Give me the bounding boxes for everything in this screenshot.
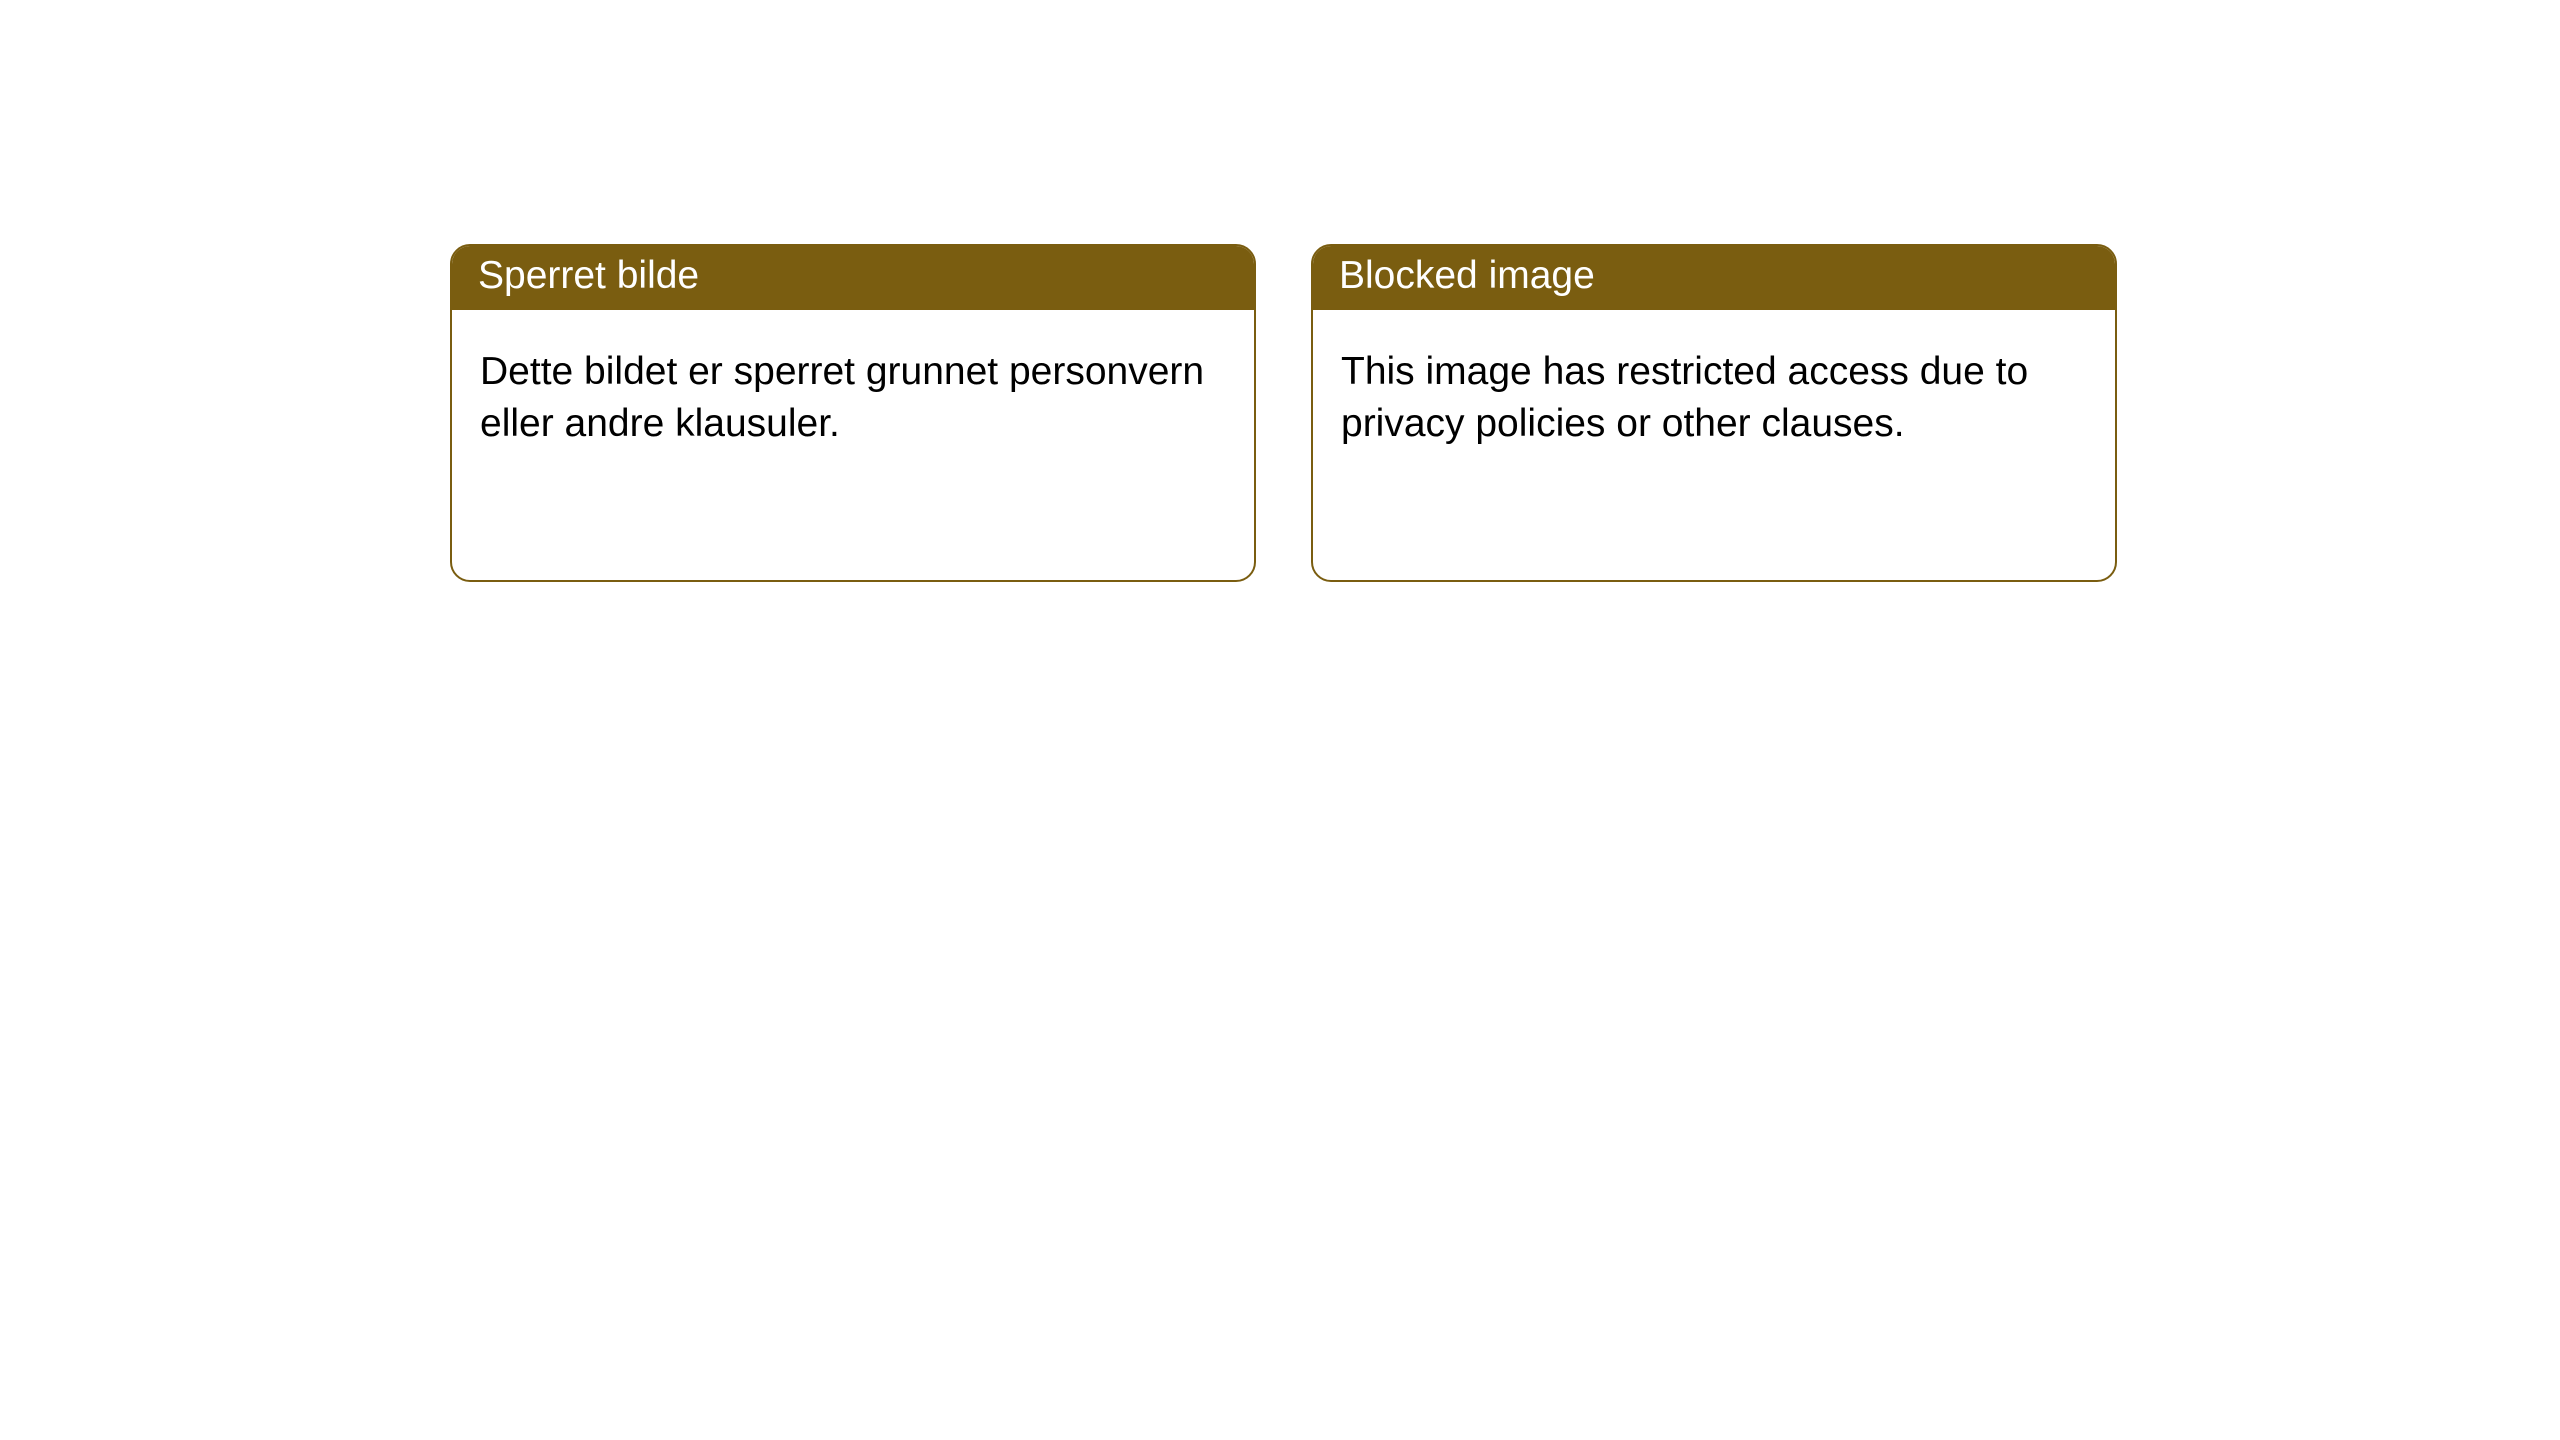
- card-title: Blocked image: [1313, 246, 2115, 310]
- card-body: This image has restricted access due to …: [1313, 310, 2115, 487]
- notice-card-english: Blocked image This image has restricted …: [1311, 244, 2117, 582]
- notice-container: Sperret bilde Dette bildet er sperret gr…: [450, 244, 2117, 582]
- card-body: Dette bildet er sperret grunnet personve…: [452, 310, 1254, 487]
- card-title: Sperret bilde: [452, 246, 1254, 310]
- notice-card-norwegian: Sperret bilde Dette bildet er sperret gr…: [450, 244, 1256, 582]
